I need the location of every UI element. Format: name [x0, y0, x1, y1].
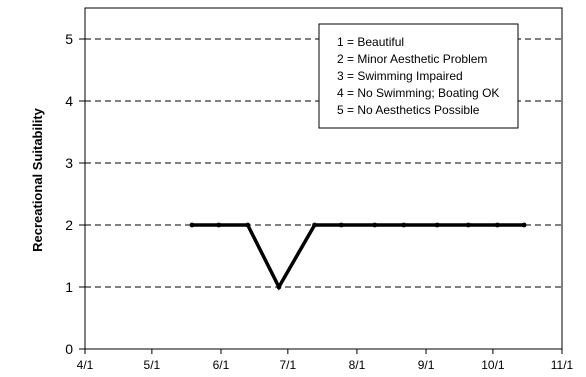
y-tick-label: 1: [65, 279, 73, 295]
data-point: [494, 222, 500, 228]
x-tick-label: 4/1: [77, 358, 94, 372]
data-point: [465, 222, 471, 228]
series-line-0: [192, 223, 525, 291]
axis-ticks: [79, 38, 563, 354]
legend-item: 3 = Swimming Impaired: [337, 69, 463, 83]
y-tick-label: 2: [65, 217, 73, 233]
x-tick-label: 6/1: [213, 358, 230, 372]
legend: 1 = Beautiful 2 = Minor Aesthetic Problem…: [318, 23, 519, 129]
y-tick-label: 3: [65, 155, 73, 171]
x-tick-labels: 4/1 5/1 6/1 7/1 8/1 9/1 10/1 11/1: [77, 358, 574, 372]
x-tick-label: 10/1: [481, 358, 505, 372]
series-line: [189, 222, 527, 291]
y-tick-label: 0: [65, 341, 73, 357]
y-tick-labels: 0 1 2 3 4 5: [65, 31, 73, 357]
x-tick-label: 11/1: [551, 358, 574, 372]
data-point: [189, 222, 195, 228]
data-point: [312, 222, 317, 228]
legend-item: 5 = No Aesthetics Possible: [337, 103, 480, 117]
legend-box: [318, 23, 519, 129]
data-point: [521, 222, 527, 228]
plot-area-border: [84, 7, 563, 350]
x-tick-label: 8/1: [349, 358, 366, 372]
legend-item: 4 = No Swimming; Boating OK: [337, 86, 499, 100]
y-tick-label: 5: [65, 31, 73, 47]
data-point: [434, 222, 440, 228]
data-point: [338, 222, 344, 228]
data-point: [276, 284, 282, 290]
x-tick-label: 9/1: [418, 358, 435, 372]
data-point: [245, 222, 251, 228]
x-tick-label: 5/1: [144, 358, 161, 372]
data-point: [216, 222, 222, 228]
y-tick-label: 4: [65, 93, 73, 109]
data-point: [372, 222, 378, 228]
data-point: [401, 222, 407, 228]
x-tick-label: 7/1: [279, 358, 296, 372]
y-axis-title: Recreational Suitability: [30, 107, 45, 252]
legend-item: 2 = Minor Aesthetic Problem: [337, 52, 487, 66]
legend-item: 1 = Beautiful: [337, 35, 404, 49]
